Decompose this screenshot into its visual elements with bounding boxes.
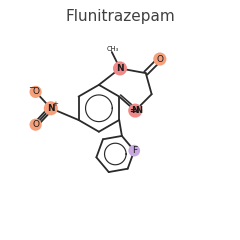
Text: N: N: [47, 104, 55, 113]
Text: F: F: [132, 146, 137, 155]
Circle shape: [30, 86, 42, 98]
Text: O: O: [32, 87, 39, 96]
Circle shape: [153, 53, 166, 66]
Circle shape: [44, 101, 58, 115]
Circle shape: [30, 119, 42, 131]
Circle shape: [113, 61, 127, 75]
Text: CH₃: CH₃: [106, 46, 118, 52]
Text: N: N: [132, 106, 139, 115]
Text: N: N: [116, 64, 124, 73]
Text: O: O: [156, 54, 163, 64]
Circle shape: [128, 145, 140, 156]
Text: Flunitrazepam: Flunitrazepam: [65, 9, 175, 24]
Text: =N: =N: [129, 106, 144, 115]
Text: −: −: [28, 83, 35, 92]
Circle shape: [128, 104, 142, 118]
Text: +: +: [52, 101, 58, 107]
Text: O: O: [32, 120, 39, 129]
